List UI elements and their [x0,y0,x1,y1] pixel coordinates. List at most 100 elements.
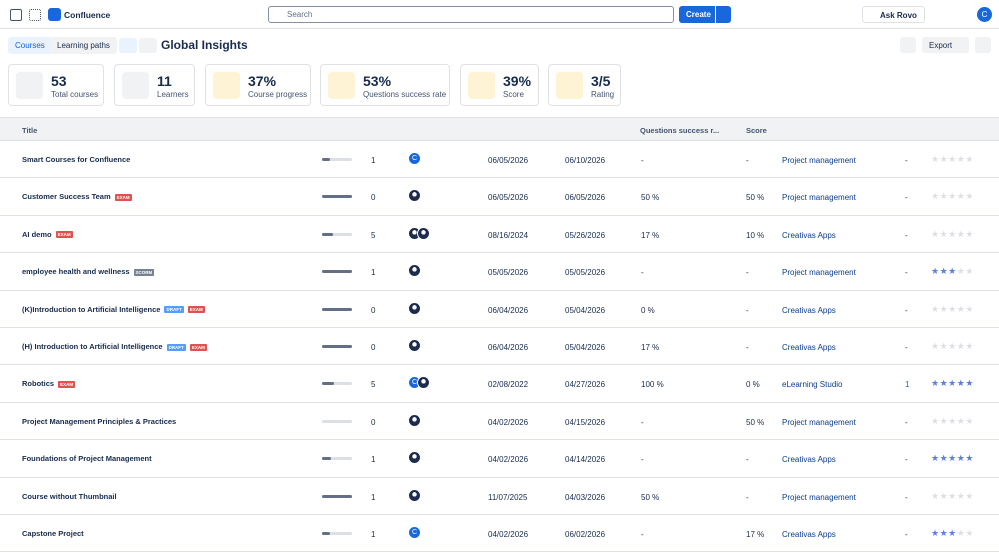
tag: EXAM [55,231,73,239]
count: - [905,193,908,203]
learners: 0 [371,343,376,352]
title-text: Project Management Principles & Practice… [22,416,177,426]
star: ★ [965,154,974,164]
avatars [408,301,421,315]
questions: - [641,530,644,539]
category[interactable]: Project management [782,193,856,203]
category[interactable]: Creativas Apps [782,230,836,240]
tab[interactable]: Courses [8,37,52,54]
star: ★ [956,528,965,538]
star: ★ [931,266,940,277]
category[interactable]: Creativas Apps [782,530,836,539]
table-row[interactable]: Foundations of Project Management 1 04/02/… [0,440,999,478]
table-row[interactable]: (K)Introduction to Artificial Intelligen… [0,291,999,328]
stat-icon [122,72,149,99]
category[interactable]: Creativas Apps [782,343,836,352]
page-title: Global Insights [161,38,248,52]
export-button[interactable]: Export [922,37,969,53]
table-row[interactable]: Project Management Principles & Practice… [0,403,999,441]
progress-track [322,532,352,535]
avatars: C [408,376,430,390]
tab[interactable]: Learning paths [50,37,117,54]
end-date: 04/14/2026 [565,455,606,465]
end-date: 05/26/2026 [565,230,606,240]
learners: 1 [371,156,376,165]
column-header[interactable]: Title [22,126,38,135]
table-row[interactable]: Robotics EXAM 5 C 02/08/2022 04/27/2026 100 % 0… [0,365,999,403]
column-header[interactable]: Questions success r... [640,126,720,135]
view-toggle[interactable] [119,38,137,53]
create-menu[interactable] [715,6,731,23]
start-date: 04/02/2026 [488,417,529,427]
logo[interactable] [48,8,61,21]
table-row[interactable]: AI demo EXAM 5 08/16/2024 05/26/2026 17 % 10 %… [0,216,999,254]
table-row[interactable]: Customer Success Team EXAM 0 06/05/2026 06/0… [0,178,999,216]
stat-card: 3/5 Rating [548,64,621,106]
view-toggle[interactable] [139,38,157,53]
title-text: Robotics [22,379,55,389]
star: ★ [965,341,974,351]
stat-icon [556,72,583,99]
star: ★ [931,453,940,464]
tag: EXAM [189,343,207,351]
category[interactable]: Project management [782,156,856,165]
learners: 1 [371,455,376,465]
app-name[interactable]: Confluence [64,10,111,20]
table-row[interactable]: (H) Introduction to Artificial Intellige… [0,328,999,366]
ask-rovo[interactable]: Ask Rovo [862,6,925,23]
stat-label: Rating [591,90,615,99]
progress-track [322,307,352,311]
category[interactable]: eLearning Studio [782,380,843,390]
category[interactable]: Creativas Apps [782,305,836,315]
category[interactable]: Project management [782,268,856,278]
star: ★ [931,303,940,314]
title-text: Smart Courses for Confluence [22,155,131,164]
learners: 1 [371,268,376,278]
stat-card: 11 Learners [114,64,195,106]
progress-track [322,457,352,461]
avatars [408,488,421,502]
avatar: C [408,152,421,165]
star: ★ [931,191,940,202]
score: - [746,455,749,465]
star: ★ [965,378,974,389]
category[interactable]: Project management [782,492,856,502]
rating: ★★★★★ [931,416,974,427]
title-text: Foundations of Project Management [22,454,152,464]
star: ★ [956,490,965,501]
course-title: Robotics EXAM [22,379,76,389]
sidebar-toggle[interactable] [10,9,22,21]
count: 1 [905,380,910,390]
star: ★ [939,191,948,202]
category[interactable]: Project management [782,417,856,427]
title-text: AI demo [22,229,52,239]
filter-button[interactable] [900,37,916,53]
avatar [408,301,421,315]
tag: EXAM [187,306,205,314]
count: - [905,417,908,427]
table-row[interactable]: Course without Thumbnail 1 11/07/2025 04/03… [0,478,999,515]
title-text: Capstone Project [22,529,84,538]
table-row[interactable]: employee health and wellness SCORM 1 05/05/… [0,253,999,291]
rating: ★★★★★ [931,191,974,202]
apps-menu[interactable] [29,9,41,21]
avatar [408,413,421,427]
start-date: 06/04/2026 [488,305,529,315]
end-date: 04/15/2026 [565,417,606,427]
progress-track [322,419,352,423]
rating: ★★★★★ [931,341,974,352]
star: ★ [956,303,965,314]
score: - [746,156,749,165]
star: ★ [948,341,957,351]
start-date: 08/16/2024 [488,230,529,240]
column-header[interactable]: Score [746,126,767,135]
score: - [746,492,749,502]
category[interactable]: Creativas Apps [782,455,836,465]
create-button[interactable]: Create [679,6,715,23]
table-row[interactable]: Smart Courses for Confluence 1 C 06/05/2026… [0,141,999,179]
star: ★ [956,228,965,239]
table-row[interactable]: Capstone Project 1 C 04/02/2026 06/02/2026 - 1… [0,515,999,553]
search-box[interactable]: Search [268,6,674,23]
info-button[interactable] [975,37,991,53]
user-avatar[interactable]: C [977,7,992,22]
